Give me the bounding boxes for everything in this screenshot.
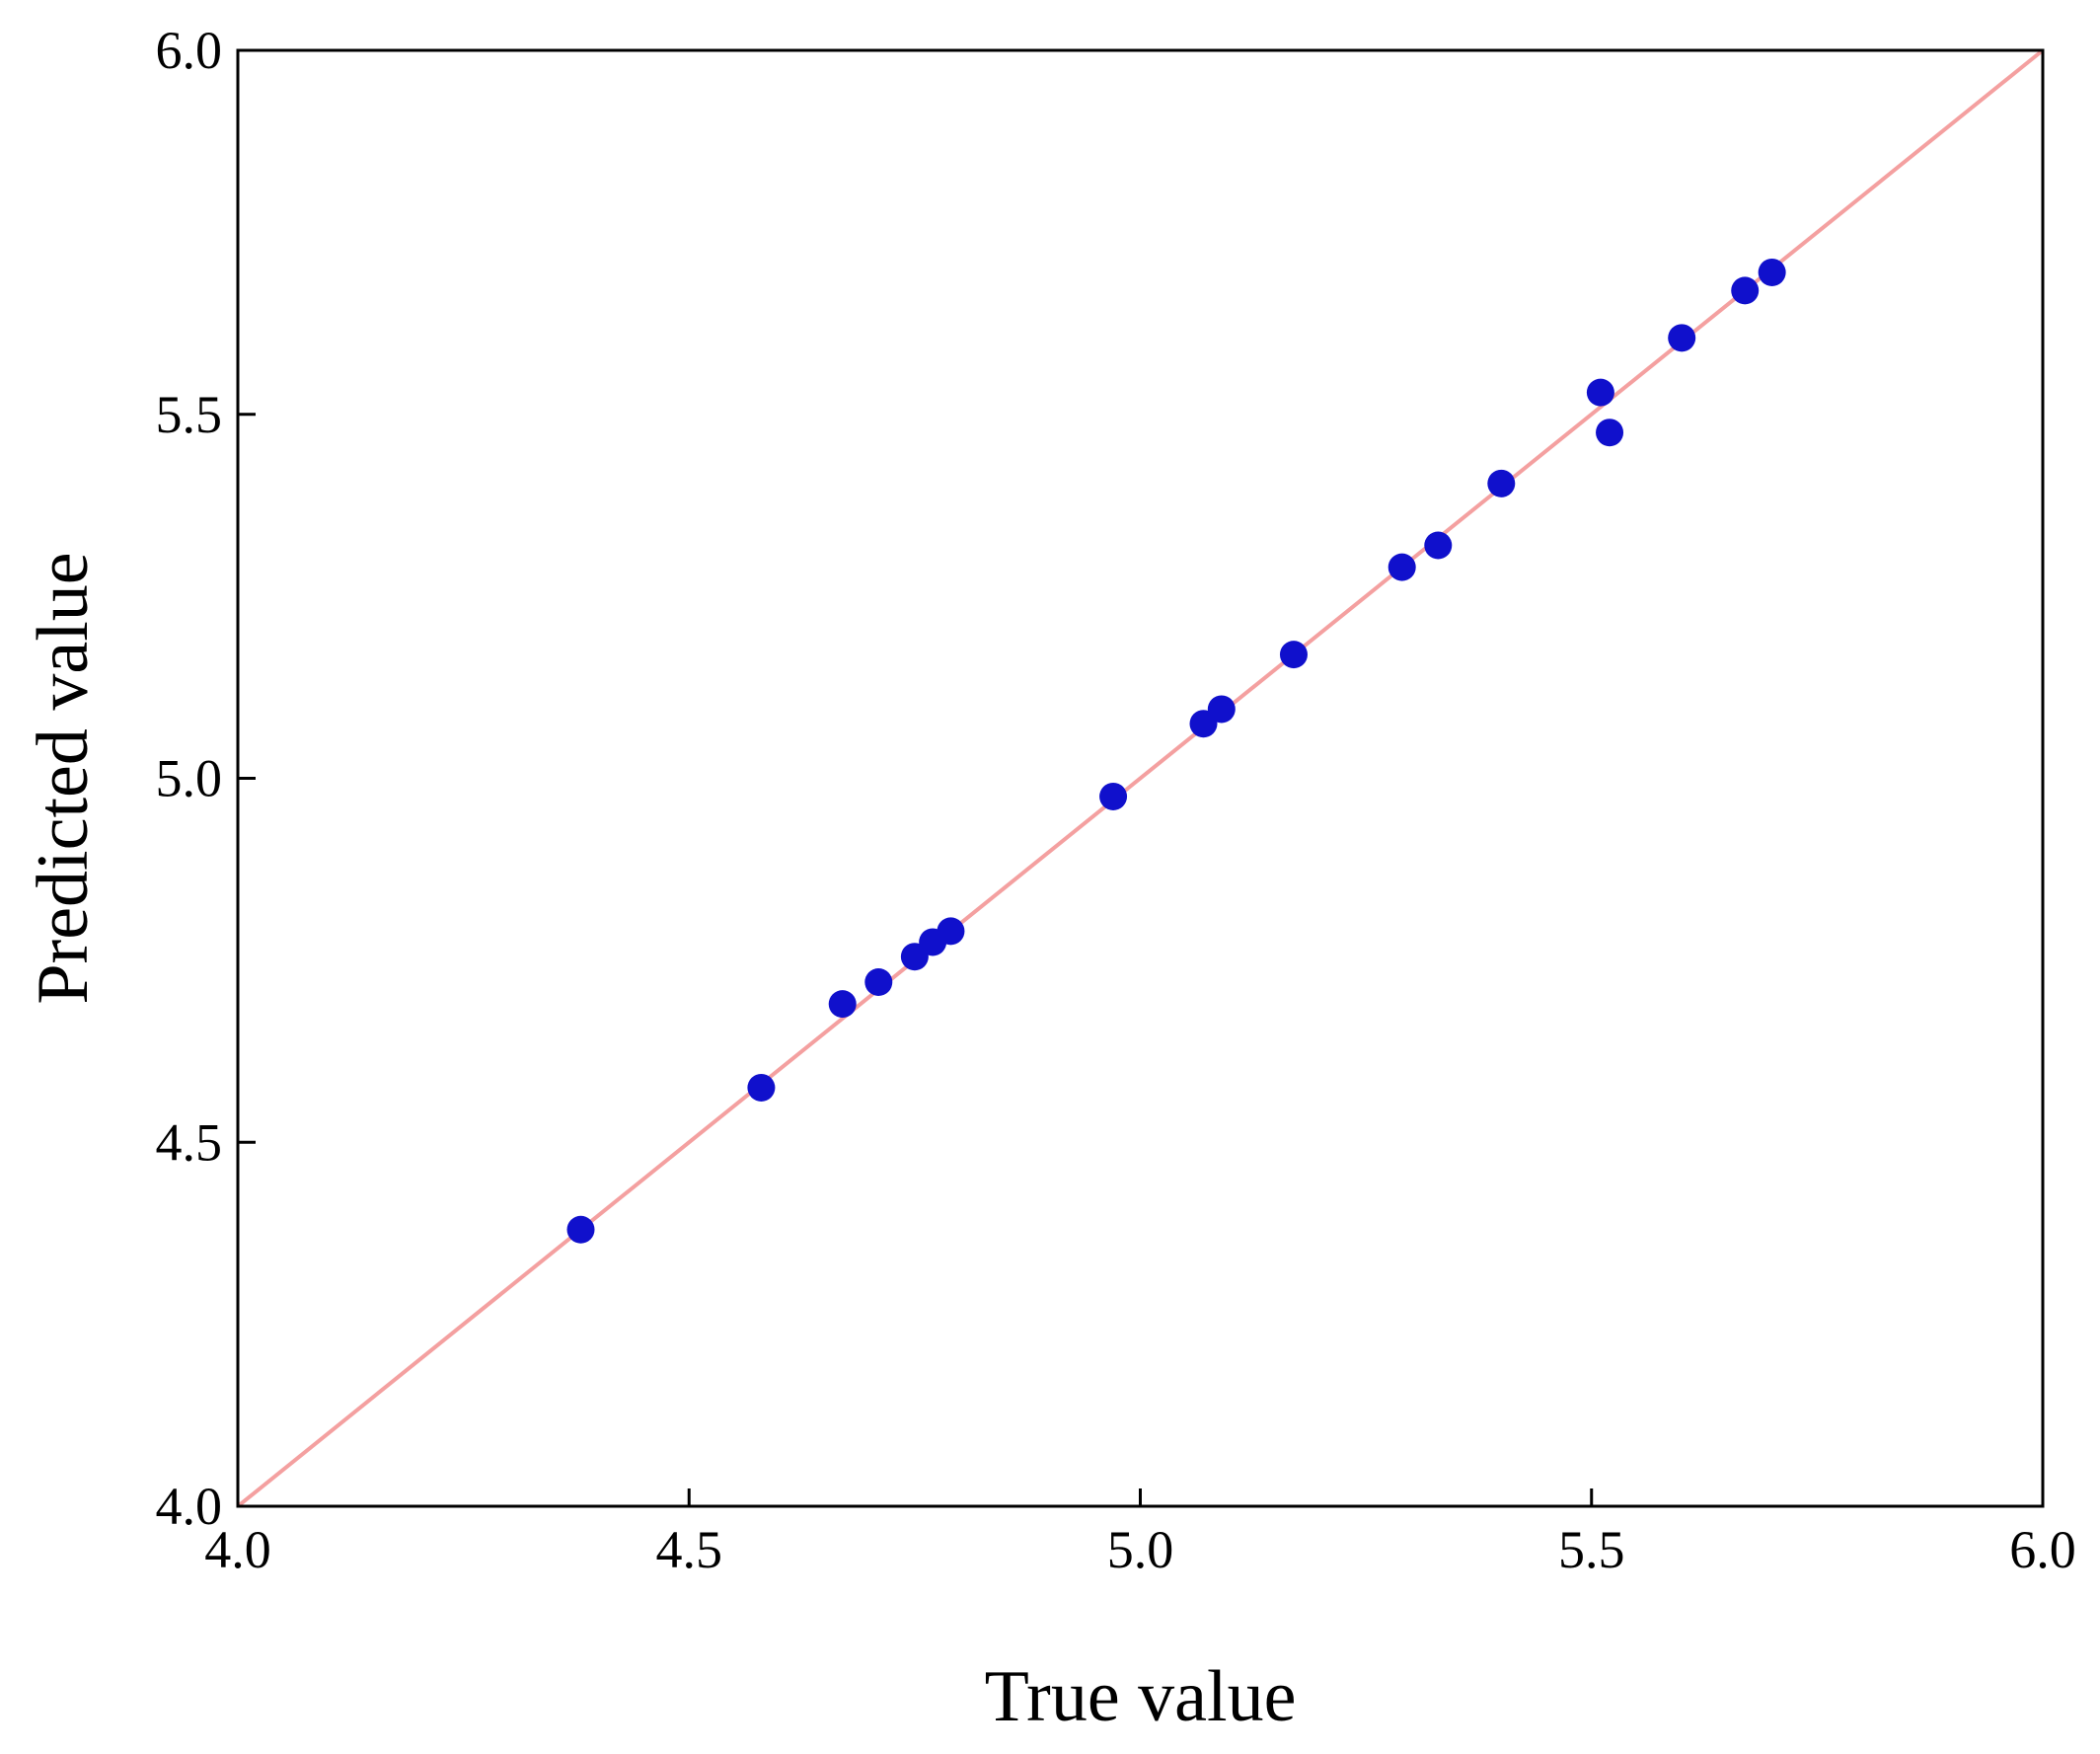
y-axis-title: Predicted value <box>23 552 104 1004</box>
x-tick-label-5.0: 5.0 <box>1107 1520 1174 1579</box>
x-tick-label-4.0: 4.0 <box>204 1520 271 1579</box>
y-tick-label-4.5: 4.5 <box>156 1112 223 1172</box>
x-tick-label-5.5: 5.5 <box>1558 1520 1625 1579</box>
data-point-15 <box>1586 378 1614 407</box>
data-point-13 <box>1424 531 1453 560</box>
data-point-10 <box>1207 695 1236 724</box>
x-tick-label-4.5: 4.5 <box>656 1520 723 1579</box>
y-tick-label-5.0: 5.0 <box>156 749 223 808</box>
data-point-18 <box>1731 276 1760 305</box>
data-point-7 <box>937 917 965 946</box>
data-point-1 <box>566 1215 595 1244</box>
data-point-14 <box>1487 469 1516 497</box>
data-point-12 <box>1388 553 1416 581</box>
y-tick-label-4.0: 4.0 <box>156 1477 223 1536</box>
data-point-11 <box>1279 641 1308 669</box>
data-point-2 <box>747 1073 776 1102</box>
y-tick-label-6.0: 6.0 <box>156 21 223 80</box>
data-points <box>566 258 1786 1244</box>
data-point-19 <box>1758 258 1786 286</box>
data-point-3 <box>828 990 857 1019</box>
y-tick-label-5.5: 5.5 <box>156 385 223 444</box>
x-tick-label-6.0: 6.0 <box>2009 1520 2076 1579</box>
x-axis-title: True value <box>985 1656 1297 1737</box>
data-point-8 <box>1099 782 1128 810</box>
data-point-4 <box>864 968 893 996</box>
data-point-16 <box>1596 419 1624 447</box>
data-point-17 <box>1668 324 1696 352</box>
x-axis: 4.0 4.5 5.0 5.5 6.0 <box>204 1488 2076 1579</box>
y-axis: 4.0 4.5 5.0 5.5 6.0 <box>156 21 256 1536</box>
